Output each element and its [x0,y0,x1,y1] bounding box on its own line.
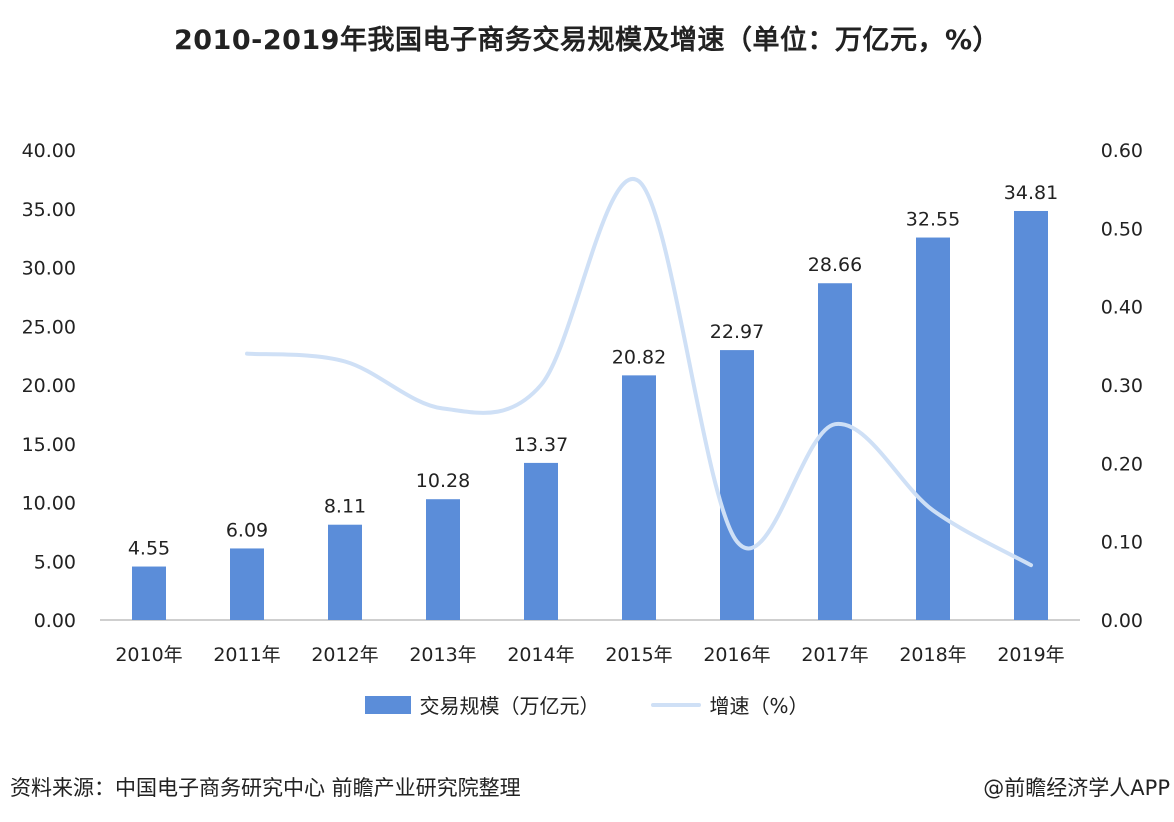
bar-value-label: 4.55 [128,538,170,560]
growth-line-group [245,176,1033,568]
bar [230,548,264,620]
bar-value-label: 13.37 [514,434,568,456]
bar [426,499,460,620]
x-tick-label: 2016年 [703,644,770,666]
x-tick-label: 2014年 [507,644,574,666]
bar-value-label: 28.66 [808,254,862,276]
legend-line-label: 增速（%） [709,694,809,718]
y-right-tick-label: 0.20 [1101,453,1143,475]
x-tick-label: 2010年 [115,644,182,666]
axes-group: 0.00 5.00 10.00 15.00 20.00 25.00 30.00 35.00 40… [22,140,1143,666]
x-tick-label: 2017年 [801,644,868,666]
bar [524,462,558,620]
bar-value-label: 6.09 [226,519,268,541]
bars-group: 4.55 6.09 8.11 10.28 13.37 20.82 22.97 28.66 32.… [128,182,1058,621]
y-right-tick-label: 0.60 [1101,140,1143,162]
x-tick-label: 2019年 [997,644,1064,666]
chart-title: 2010-2019年我国电子商务交易规模及增速（单位：万亿元，%） [173,25,1001,56]
y-left-tick-label: 0.00 [34,610,76,632]
x-tick-label: 2015年 [605,644,672,666]
bar-value-label: 20.82 [612,346,666,368]
bar-value-label: 22.97 [710,321,764,343]
y-left-tick-label: 20.00 [22,375,76,397]
y-right-tick-label: 0.10 [1101,532,1143,554]
bar-value-label: 34.81 [1004,182,1058,204]
y-left-tick-label: 5.00 [34,551,76,573]
bar [1014,210,1048,621]
y-right-tick-label: 0.40 [1101,297,1143,319]
y-right-tick-label: 0.50 [1101,218,1143,240]
chart-plot: 0.00 5.00 10.00 15.00 20.00 25.00 30.00 35.00 40… [22,140,1143,666]
bar-value-label: 8.11 [324,496,366,518]
legend-line-swatch [651,702,702,707]
bar [622,375,656,620]
y-left-tick-label: 25.00 [22,316,76,338]
y-left-tick-label: 40.00 [22,140,76,162]
growth-rate-line [245,176,1033,568]
x-tick-label: 2012年 [311,644,378,666]
bar [916,237,950,620]
legend-bar-swatch [365,695,412,714]
source-note: 资料来源：中国电子商务研究中心 前瞻产业研究院整理 [10,776,521,800]
y-right-tick-label: 0.00 [1101,610,1143,632]
bar [328,524,362,620]
bar-value-label: 32.55 [906,209,960,231]
legend-bar-label: 交易规模（万亿元） [419,694,600,718]
y-right-tick-label: 0.30 [1101,375,1143,397]
x-tick-label: 2013年 [409,644,476,666]
bar [132,566,166,620]
x-tick-label: 2011年 [213,644,280,666]
legend: 交易规模（万亿元） 增速（%） [0,690,1174,719]
y-left-tick-label: 15.00 [22,434,76,456]
bar [720,350,754,620]
legend-item-growth: 增速（%） [651,690,809,719]
x-tick-label: 2018年 [899,644,966,666]
legend-item-scale: 交易规模（万亿元） [365,690,599,719]
y-left-tick-label: 35.00 [22,199,76,221]
credit-note: @前瞻经济学人APP [983,776,1170,800]
y-left-tick-label: 30.00 [22,258,76,280]
bar [818,283,852,620]
bar-value-label: 10.28 [416,470,470,492]
y-left-tick-label: 10.00 [22,493,76,515]
